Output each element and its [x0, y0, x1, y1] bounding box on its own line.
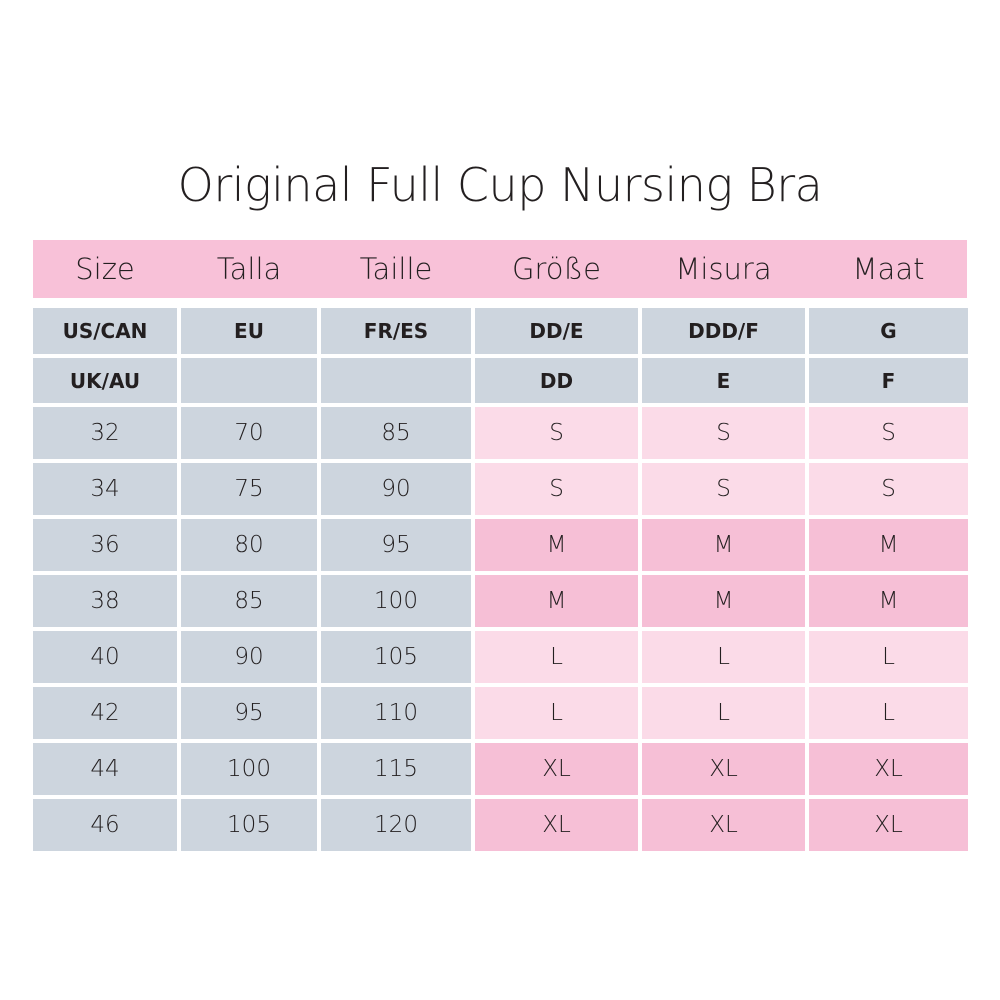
region-cell: DD [475, 358, 638, 403]
table-cell: M [809, 519, 968, 571]
table-cell: XL [642, 743, 805, 795]
region-cell: FR/ES [321, 308, 471, 354]
table-cell: 90 [181, 631, 317, 683]
table-cell: 75 [181, 463, 317, 515]
table-cell: 95 [181, 687, 317, 739]
table-cell: S [642, 463, 805, 515]
header-cell: Größe [512, 252, 601, 286]
table-cell: S [475, 407, 638, 459]
table-cell: L [809, 687, 968, 739]
table-cell: 32 [33, 407, 177, 459]
region-cell: F [809, 358, 968, 403]
header-cell: Maat [852, 252, 925, 286]
size-table: US/CAN EU FR/ES DD/E DDD/F G UK/AU DD E F 32 70 85 S S… [33, 308, 968, 851]
table-cell: S [809, 407, 968, 459]
table-cell: M [475, 519, 638, 571]
table-cell: 36 [33, 519, 177, 571]
table-cell: 105 [181, 799, 317, 851]
table-cell: 85 [181, 575, 317, 627]
region-cell: US/CAN [33, 308, 177, 354]
table-cell: L [475, 687, 638, 739]
table-cell: XL [475, 743, 638, 795]
region-cell [181, 358, 317, 403]
region-cell: DDD/F [642, 308, 805, 354]
table-cell: 80 [181, 519, 317, 571]
table-cell: 70 [181, 407, 317, 459]
table-cell: M [642, 519, 805, 571]
header-row: Size Talla Taille Größe Misura Maat [33, 240, 967, 298]
table-cell: 115 [321, 743, 471, 795]
table-cell: XL [809, 743, 968, 795]
table-cell: M [642, 575, 805, 627]
header-cell: Talla [216, 252, 282, 286]
table-cell: 38 [33, 575, 177, 627]
table-cell: 110 [321, 687, 471, 739]
header-cell: Size [75, 252, 135, 286]
region-cell: E [642, 358, 805, 403]
region-cell: G [809, 308, 968, 354]
table-cell: M [809, 575, 968, 627]
table-cell: S [475, 463, 638, 515]
table-cell: S [809, 463, 968, 515]
table-cell: 85 [321, 407, 471, 459]
table-cell: XL [642, 799, 805, 851]
table-cell: 100 [181, 743, 317, 795]
table-cell: 120 [321, 799, 471, 851]
table-cell: 105 [321, 631, 471, 683]
table-cell: 34 [33, 463, 177, 515]
table-cell: 40 [33, 631, 177, 683]
table-cell: L [642, 631, 805, 683]
chart-title: Original Full Cup Nursing Bra [177, 158, 823, 212]
table-cell: 42 [33, 687, 177, 739]
region-cell: DD/E [475, 308, 638, 354]
table-cell: 100 [321, 575, 471, 627]
table-cell: S [642, 407, 805, 459]
region-cell [321, 358, 471, 403]
table-cell: 46 [33, 799, 177, 851]
region-cell: EU [181, 308, 317, 354]
header-cell: Taille [359, 252, 433, 286]
table-cell: 95 [321, 519, 471, 571]
table-cell: XL [809, 799, 968, 851]
table-cell: L [642, 687, 805, 739]
table-cell: L [475, 631, 638, 683]
table-cell: 90 [321, 463, 471, 515]
table-cell: 44 [33, 743, 177, 795]
table-cell: L [809, 631, 968, 683]
table-cell: XL [475, 799, 638, 851]
region-cell: UK/AU [33, 358, 177, 403]
header-cell: Misura [675, 252, 772, 286]
table-cell: M [475, 575, 638, 627]
